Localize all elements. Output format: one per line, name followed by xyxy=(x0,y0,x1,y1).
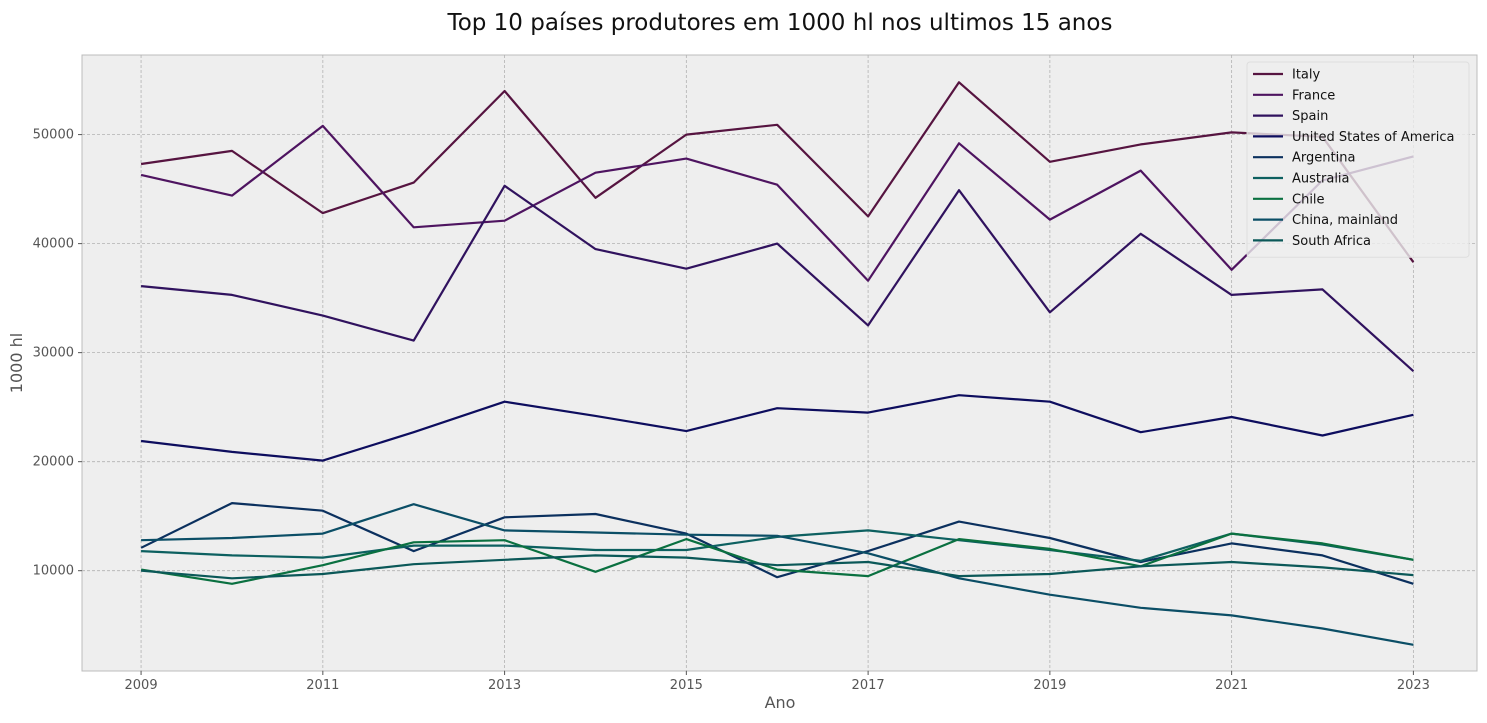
series-line-france xyxy=(140,124,1414,282)
chart-title: Top 10 países produtores em 1000 hl nos … xyxy=(447,10,1113,36)
y-tick-label: 40000 xyxy=(33,237,74,252)
legend-label-chile: Chile xyxy=(1292,192,1325,207)
legend: Italy France Spain United States of America… xyxy=(1246,61,1470,258)
legend-label-south-africa: South Africa xyxy=(1292,234,1371,249)
y-tick-label: 30000 xyxy=(33,346,74,361)
y-axis-title: 1000 hl xyxy=(7,333,26,393)
x-tick-label: 2011 xyxy=(306,678,339,693)
legend-label-france: France xyxy=(1292,88,1335,103)
x-tick-label: 2009 xyxy=(125,678,158,693)
legend-label-china-mainland: China, mainland xyxy=(1292,213,1398,228)
plot-area xyxy=(81,54,1478,672)
x-tick-label: 2017 xyxy=(852,678,885,693)
legend-label-united-states-of-america: United States of America xyxy=(1292,130,1454,145)
x-tick-label: 2023 xyxy=(1397,678,1430,693)
tick-labels: 2009 2011 2013 2015 2017 2019 2021 2023 10000 200… xyxy=(33,128,1430,693)
x-tick-label: 2021 xyxy=(1215,678,1248,693)
x-tick-label: 2019 xyxy=(1033,678,1066,693)
series-line-italy xyxy=(140,81,1415,263)
x-tick-label: 2013 xyxy=(488,678,521,693)
x-tick-label: 2015 xyxy=(670,678,703,693)
legend-label-argentina: Argentina xyxy=(1292,151,1355,166)
x-axis-title: Ano xyxy=(765,693,796,712)
series-line-china-mainland xyxy=(141,503,1414,646)
y-tick-label: 50000 xyxy=(33,128,74,143)
series-lines xyxy=(140,81,1415,646)
series-line-united-states-of-america xyxy=(140,394,1414,462)
series-line-spain xyxy=(140,184,1415,373)
legend-label-australia: Australia xyxy=(1292,172,1350,187)
y-tick-label: 20000 xyxy=(33,455,74,470)
legend-box xyxy=(1246,61,1470,258)
legend-label-spain: Spain xyxy=(1292,109,1328,124)
series-line-south-africa xyxy=(141,554,1414,580)
series-line-chile xyxy=(140,532,1414,585)
y-tick-label: 10000 xyxy=(33,564,74,579)
legend-label-italy: Italy xyxy=(1292,68,1321,83)
